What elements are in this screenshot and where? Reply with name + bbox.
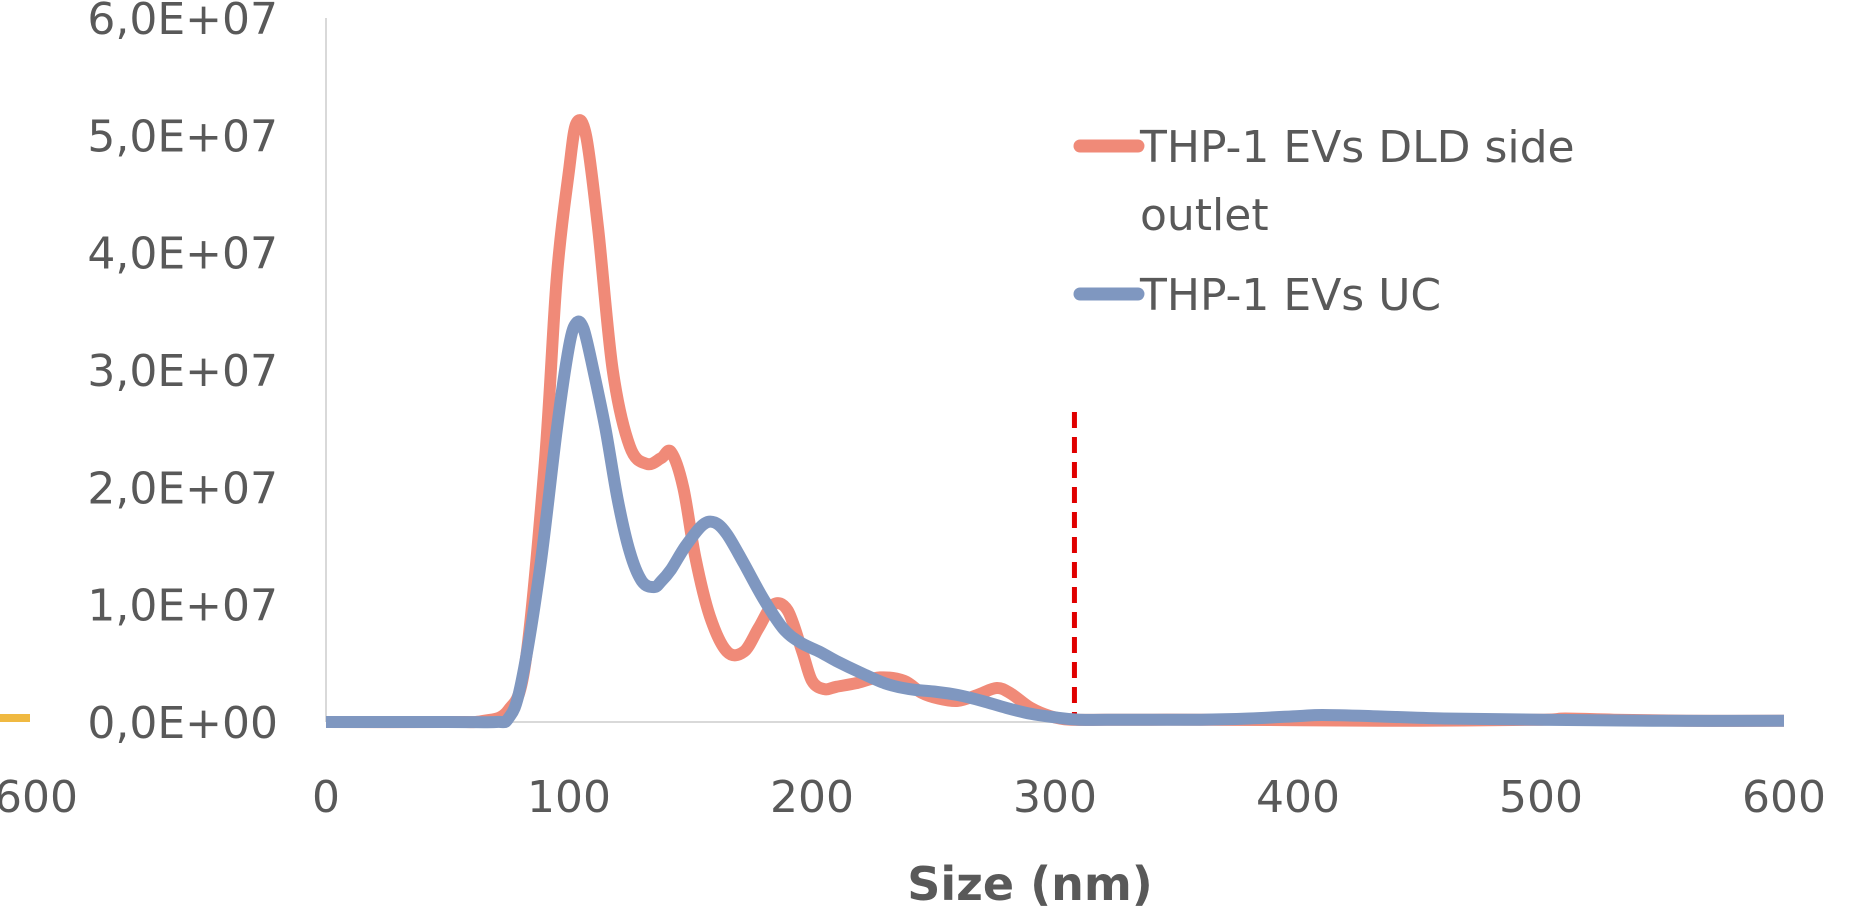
y-tick-label: 6,0E+07: [87, 0, 278, 45]
x-tick-label: 100: [527, 772, 611, 823]
x-tick-label: 500: [1499, 772, 1583, 823]
y-tick-label: 2,0E+07: [87, 463, 278, 514]
x-tick-label: 400: [1256, 772, 1340, 823]
y-tick-labels: 0,0E+00 1,0E+07 2,0E+07 3,0E+07 4,0E+07 5,0E+…: [87, 0, 278, 749]
y-tick-label: 0,0E+00: [87, 698, 278, 749]
x-tick-label: 600: [1742, 772, 1826, 823]
x-axis-title: Size (nm): [907, 857, 1153, 910]
x-tick-label: 200: [770, 772, 854, 823]
legend-label-uc: THP-1 EVs UC: [1139, 270, 1441, 321]
y-tick-label: 5,0E+07: [87, 111, 278, 162]
x-tick-label: 0: [312, 772, 340, 823]
partial-left-x-tick: 600: [0, 772, 78, 823]
y-tick-label: 4,0E+07: [87, 229, 278, 280]
x-tick-labels: 0 100 200 300 400 500 600: [312, 772, 1826, 823]
legend-label-dld: THP-1 EVs DLD side outlet: [1139, 122, 1589, 241]
series-lines: [325, 114, 1785, 729]
chart-title: isolation: [882, 0, 1213, 12]
y-tick-label: 1,0E+07: [87, 581, 278, 632]
series-line-uc: [326, 315, 1785, 729]
partial-left-legend-swatch: [0, 714, 30, 722]
legend: THP-1 EVs DLD side outlet THP-1 EVs UC: [1073, 122, 1589, 321]
series-line-dld-side-outlet: [325, 114, 1785, 729]
x-tick-label: 300: [1013, 772, 1097, 823]
y-tick-label: 3,0E+07: [87, 346, 278, 397]
